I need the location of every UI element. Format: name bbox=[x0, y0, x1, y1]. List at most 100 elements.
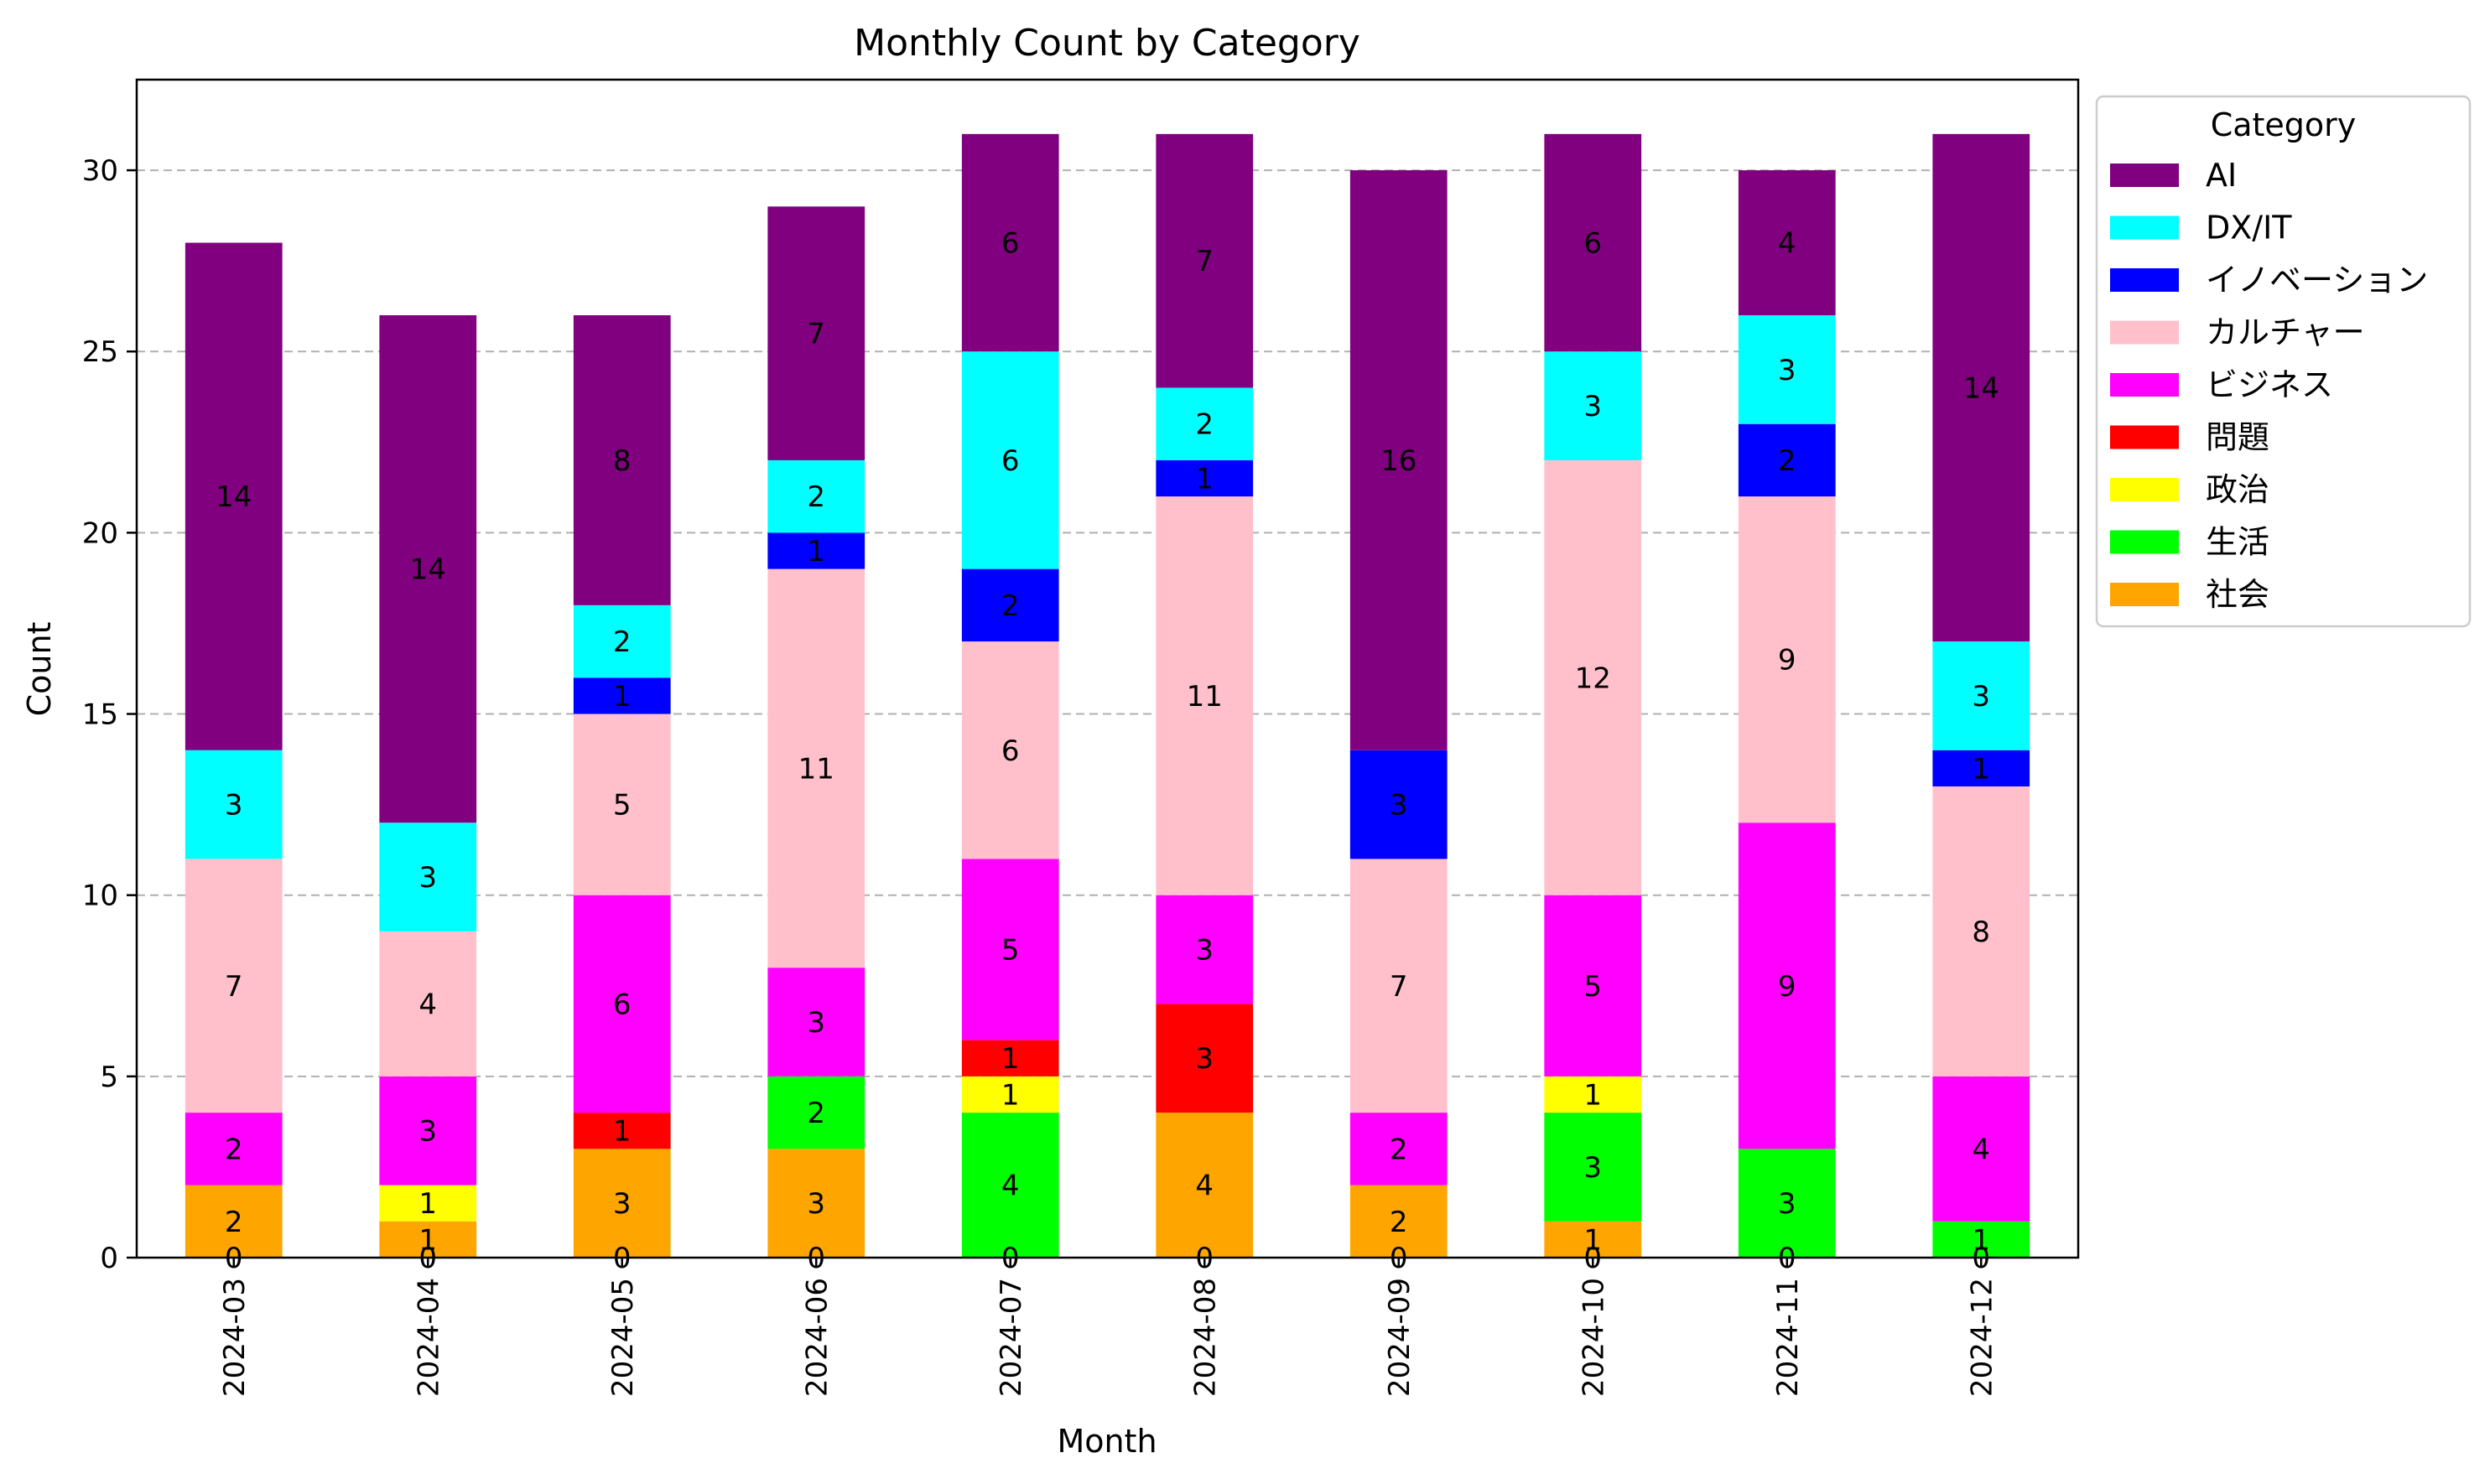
bar-segment bbox=[961, 1076, 1059, 1113]
bar-segment bbox=[185, 242, 283, 750]
x-tick-label: 2024-12 bbox=[1965, 1278, 1999, 1397]
x-tick-label: 2024-08 bbox=[1188, 1278, 1222, 1397]
bar-segment bbox=[379, 1221, 477, 1258]
legend-title: Category bbox=[2211, 106, 2357, 143]
bar-segment bbox=[767, 459, 866, 533]
bar-segment bbox=[573, 1149, 671, 1258]
bar-segment bbox=[1738, 315, 1836, 424]
segment-label: 1 bbox=[1001, 1042, 1020, 1076]
segment-label: 2 bbox=[613, 625, 632, 659]
segment-label: 3 bbox=[1778, 1187, 1796, 1221]
x-tick-label: 2024-09 bbox=[1383, 1278, 1417, 1397]
y-tick-label: 0 bbox=[100, 1242, 118, 1275]
legend-swatch bbox=[2110, 373, 2179, 397]
legend-item-label: 問題 bbox=[2206, 419, 2269, 456]
bar-segment bbox=[1349, 170, 1448, 750]
legend-item-label: 社会 bbox=[2206, 576, 2269, 613]
bar-segment bbox=[1544, 1221, 1642, 1258]
bar-segment bbox=[573, 604, 671, 678]
segment-label: 1 bbox=[1583, 1078, 1602, 1112]
segment-label: 2 bbox=[807, 480, 825, 514]
segment-label: 3 bbox=[225, 789, 243, 822]
bar-segment bbox=[1544, 133, 1642, 352]
segment-label: 6 bbox=[613, 988, 632, 1021]
bar-segment bbox=[1932, 750, 2030, 786]
segment-label: 2 bbox=[1001, 589, 1020, 623]
segment-label: 2 bbox=[807, 1097, 825, 1130]
segment-label: 2 bbox=[1778, 444, 1796, 478]
x-tick-label: 2024-03 bbox=[218, 1278, 252, 1397]
legend-swatch bbox=[2110, 530, 2179, 554]
segment-label: 2 bbox=[1390, 1206, 1408, 1239]
bar-segment bbox=[1349, 750, 1448, 859]
legend-item-label: DX/IT bbox=[2206, 210, 2292, 246]
y-tick-label: 15 bbox=[82, 698, 118, 732]
x-tick-label: 2024-04 bbox=[412, 1278, 445, 1397]
bar-segment bbox=[1932, 786, 2030, 1077]
bar-segment bbox=[767, 968, 866, 1077]
segment-label: 5 bbox=[1583, 970, 1602, 1004]
bar-segment bbox=[573, 1113, 671, 1149]
legend-swatch bbox=[2110, 163, 2179, 187]
segment-label: 11 bbox=[798, 752, 834, 786]
x-axis-label: Month bbox=[1057, 1423, 1157, 1460]
y-tick-label: 30 bbox=[82, 154, 118, 188]
bar-segment bbox=[1544, 1113, 1642, 1222]
bar-segment bbox=[1932, 1076, 2030, 1222]
segment-label: 4 bbox=[418, 988, 437, 1021]
segment-label: 2 bbox=[225, 1133, 243, 1166]
segment-label: 1 bbox=[1972, 1223, 1990, 1257]
bar-segment bbox=[185, 750, 283, 859]
segment-label: 1 bbox=[613, 680, 632, 713]
bar-segment bbox=[1932, 133, 2030, 642]
bar-segment bbox=[961, 133, 1059, 352]
y-tick-label: 10 bbox=[82, 880, 118, 913]
bar-segment bbox=[1349, 859, 1448, 1113]
segment-label: 4 bbox=[1001, 1170, 1020, 1203]
segment-label: 2 bbox=[1195, 408, 1214, 442]
segment-label: 16 bbox=[1380, 444, 1417, 478]
bar-segment bbox=[185, 1185, 283, 1258]
segment-label: 4 bbox=[1778, 227, 1796, 261]
legend-item-label: イノベーション bbox=[2206, 262, 2428, 298]
chart-title: Monthly Count by Category bbox=[854, 22, 1360, 65]
segment-label: 14 bbox=[410, 553, 446, 587]
bar-segment bbox=[1156, 459, 1254, 497]
bar-segment bbox=[1544, 895, 1642, 1077]
legend-item-label: カルチャー bbox=[2206, 314, 2365, 351]
bar-segment bbox=[1544, 1076, 1642, 1113]
bar-segment bbox=[573, 713, 671, 895]
segment-label: 8 bbox=[613, 444, 632, 478]
segment-label: 4 bbox=[1972, 1133, 1990, 1166]
segment-labels-layer: 2273141134314316512832311127411562664331… bbox=[216, 227, 1999, 1275]
legend-swatch bbox=[2110, 320, 2179, 345]
x-tick-label: 2024-10 bbox=[1577, 1278, 1610, 1397]
legend-swatch bbox=[2110, 215, 2179, 240]
segment-label: 7 bbox=[1390, 970, 1408, 1004]
legend-item-label: 政治 bbox=[2206, 471, 2269, 508]
segment-label: 3 bbox=[1390, 789, 1408, 822]
bar-segment bbox=[1738, 1149, 1836, 1258]
bar-segment bbox=[1156, 895, 1254, 1004]
legend-swatch bbox=[2110, 268, 2179, 292]
bar-segment bbox=[379, 1076, 477, 1186]
legend-swatch bbox=[2110, 478, 2179, 501]
segment-label: 7 bbox=[1195, 245, 1214, 278]
segment-label: 6 bbox=[1001, 227, 1020, 261]
segment-label: 14 bbox=[1963, 371, 1999, 405]
segment-label: 7 bbox=[807, 318, 825, 351]
bar-segment bbox=[379, 822, 477, 931]
segment-label: 6 bbox=[1583, 227, 1602, 261]
bars-layer bbox=[185, 133, 2030, 1258]
bar-segment bbox=[1738, 822, 1836, 1149]
bar-segment bbox=[767, 206, 866, 460]
segment-label: 3 bbox=[418, 1115, 437, 1149]
bar-segment bbox=[961, 1113, 1059, 1258]
bar-segment bbox=[379, 315, 477, 823]
bar-segment bbox=[1156, 133, 1254, 388]
bar-segment bbox=[379, 1185, 477, 1222]
segment-label: 3 bbox=[807, 1187, 825, 1221]
